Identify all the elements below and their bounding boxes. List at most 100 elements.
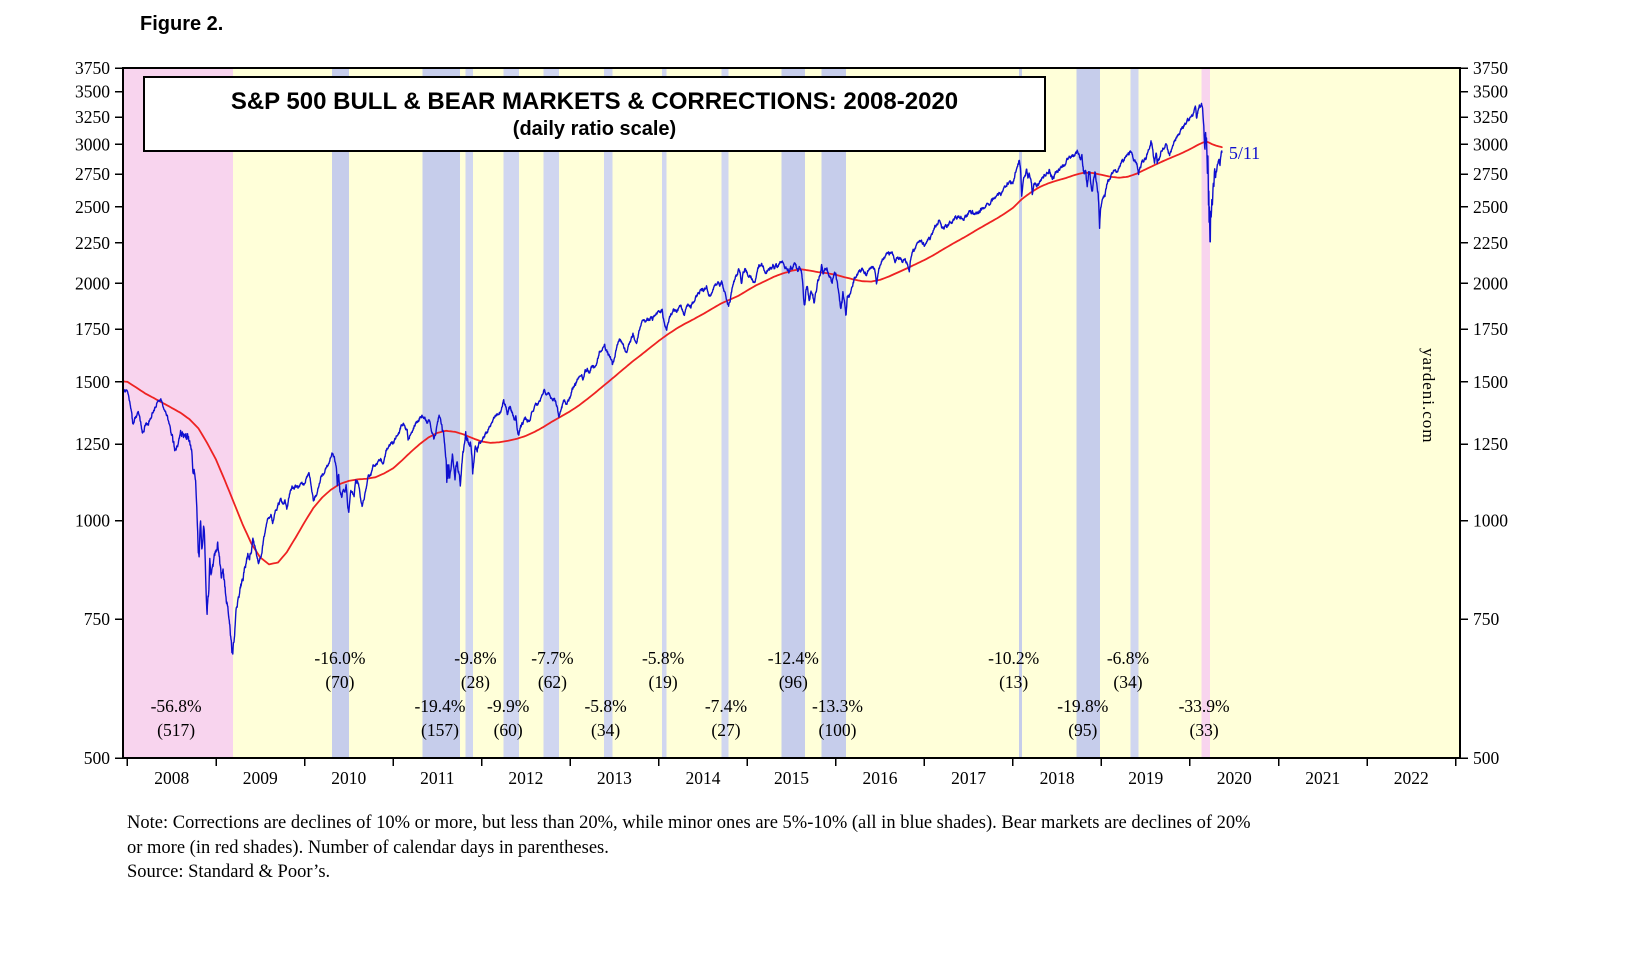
y-axis-label-right: 3750 bbox=[1473, 58, 1508, 78]
y-axis-label-left: 1250 bbox=[75, 434, 110, 454]
decline-annotation-pct: -7.4% bbox=[705, 696, 747, 716]
x-axis-label: 2013 bbox=[597, 768, 632, 788]
y-axis-label-right: 3500 bbox=[1473, 82, 1508, 102]
minor-shade-band bbox=[503, 68, 519, 758]
bear-shade-band bbox=[123, 68, 233, 758]
x-axis-label: 2018 bbox=[1040, 768, 1075, 788]
correction-shade-band bbox=[332, 68, 349, 758]
y-axis-label-right: 3250 bbox=[1473, 107, 1508, 127]
y-axis-label-right: 500 bbox=[1473, 748, 1500, 768]
decline-annotation-days: (27) bbox=[711, 720, 740, 740]
y-axis-label-right: 1000 bbox=[1473, 511, 1508, 531]
yardeni-watermark: yardeni.com bbox=[1419, 348, 1438, 444]
correction-shade-band bbox=[1019, 68, 1023, 758]
decline-annotation-days: (96) bbox=[779, 672, 808, 692]
note-line-1: Note: Corrections are declines of 10% or… bbox=[127, 813, 1251, 833]
decline-annotation-pct: -19.4% bbox=[414, 696, 465, 716]
minor-shade-band bbox=[465, 68, 473, 758]
y-axis-label-right: 1500 bbox=[1473, 372, 1508, 392]
minor-shade-band bbox=[721, 68, 729, 758]
y-axis-label-left: 2250 bbox=[75, 233, 110, 253]
bear-shade-band bbox=[1201, 68, 1211, 758]
figure-label: Figure 2. bbox=[140, 13, 224, 35]
decline-annotation-pct: -6.8% bbox=[1107, 648, 1149, 668]
x-axis-label: 2022 bbox=[1394, 768, 1429, 788]
price-line bbox=[122, 102, 1223, 655]
chart-title: S&P 500 BULL & BEAR MARKETS & CORRECTION… bbox=[230, 87, 959, 115]
minor-shade-band bbox=[662, 68, 667, 758]
decline-annotation-days: (60) bbox=[494, 720, 523, 740]
y-axis-label-left: 1000 bbox=[75, 511, 110, 531]
y-axis-label-left: 2750 bbox=[75, 164, 110, 184]
x-axis-label: 2020 bbox=[1217, 768, 1252, 788]
decline-annotation-days: (70) bbox=[325, 672, 354, 692]
y-axis-label-left: 3000 bbox=[75, 134, 110, 154]
y-axis-label-left: 750 bbox=[84, 609, 111, 629]
moving-average-line bbox=[122, 141, 1223, 566]
y-axis-label-right: 2000 bbox=[1473, 273, 1508, 293]
decline-annotation-pct: -7.7% bbox=[531, 648, 573, 668]
x-axis-label: 2014 bbox=[686, 768, 721, 788]
x-axis-label: 2008 bbox=[154, 768, 189, 788]
decline-annotation-days: (157) bbox=[421, 720, 459, 740]
y-axis-label-right: 1250 bbox=[1473, 434, 1508, 454]
decline-annotation-days: (95) bbox=[1068, 720, 1097, 740]
decline-annotation-pct: -56.8% bbox=[151, 696, 202, 716]
decline-annotation-pct: -13.3% bbox=[812, 696, 863, 716]
decline-annotation-days: (33) bbox=[1190, 720, 1219, 740]
decline-annotation-pct: -33.9% bbox=[1179, 696, 1230, 716]
correction-shade-band bbox=[781, 68, 805, 758]
end-date-label: 5/11 bbox=[1228, 142, 1261, 163]
minor-shade-band bbox=[543, 68, 560, 758]
chart-subtitle: (daily ratio scale) bbox=[512, 117, 677, 140]
x-axis-label: 2012 bbox=[508, 768, 543, 788]
decline-annotation-days: (34) bbox=[1113, 672, 1142, 692]
y-axis-label-right: 2500 bbox=[1473, 197, 1508, 217]
y-axis-label-left: 1750 bbox=[75, 319, 110, 339]
decline-annotation-days: (517) bbox=[157, 720, 195, 740]
y-axis-label-right: 750 bbox=[1473, 609, 1500, 629]
decline-annotation-pct: -9.9% bbox=[487, 696, 529, 716]
chart-note: Note: Corrections are declines of 10% or… bbox=[127, 811, 1251, 885]
y-axis-label-left: 3250 bbox=[75, 107, 110, 127]
decline-annotation-pct: -19.8% bbox=[1057, 696, 1108, 716]
y-axis-label-right: 2250 bbox=[1473, 233, 1508, 253]
x-axis-label: 2019 bbox=[1128, 768, 1163, 788]
y-axis-label-right: 3000 bbox=[1473, 134, 1508, 154]
decline-annotation-days: (19) bbox=[649, 672, 678, 692]
minor-shade-band bbox=[1130, 68, 1139, 758]
y-axis-label-right: 2750 bbox=[1473, 164, 1508, 184]
y-axis-label-left: 2000 bbox=[75, 273, 110, 293]
x-axis-label: 2011 bbox=[420, 768, 454, 788]
decline-annotation-pct: -12.4% bbox=[768, 648, 819, 668]
x-axis-label: 2021 bbox=[1305, 768, 1340, 788]
x-axis-label: 2010 bbox=[331, 768, 366, 788]
correction-shade-band bbox=[1076, 68, 1101, 758]
correction-shade-band bbox=[422, 68, 460, 758]
decline-annotation-days: (62) bbox=[538, 672, 567, 692]
decline-annotation-pct: -9.8% bbox=[454, 648, 496, 668]
decline-annotation-days: (13) bbox=[999, 672, 1028, 692]
plot-frame bbox=[122, 67, 1461, 759]
y-axis-label-right: 1750 bbox=[1473, 319, 1508, 339]
decline-annotation-pct: -10.2% bbox=[988, 648, 1039, 668]
decline-annotation-days: (28) bbox=[461, 672, 490, 692]
decline-annotation-pct: -5.8% bbox=[584, 696, 626, 716]
decline-annotation-days: (34) bbox=[591, 720, 620, 740]
minor-shade-band bbox=[604, 68, 613, 758]
x-axis-label: 2015 bbox=[774, 768, 809, 788]
chart-title-box: S&P 500 BULL & BEAR MARKETS & CORRECTION… bbox=[143, 76, 1046, 152]
x-axis-label: 2009 bbox=[243, 768, 278, 788]
note-source: Source: Standard & Poor’s. bbox=[127, 862, 331, 882]
y-axis-label-left: 500 bbox=[84, 748, 111, 768]
decline-annotation-days: (100) bbox=[819, 720, 857, 740]
decline-annotation-pct: -5.8% bbox=[642, 648, 684, 668]
decline-annotation-pct: -16.0% bbox=[314, 648, 365, 668]
correction-shade-band bbox=[821, 68, 846, 758]
y-axis-label-left: 3750 bbox=[75, 58, 110, 78]
y-axis-label-left: 2500 bbox=[75, 197, 110, 217]
x-axis-label: 2016 bbox=[863, 768, 898, 788]
y-axis-label-left: 1500 bbox=[75, 372, 110, 392]
